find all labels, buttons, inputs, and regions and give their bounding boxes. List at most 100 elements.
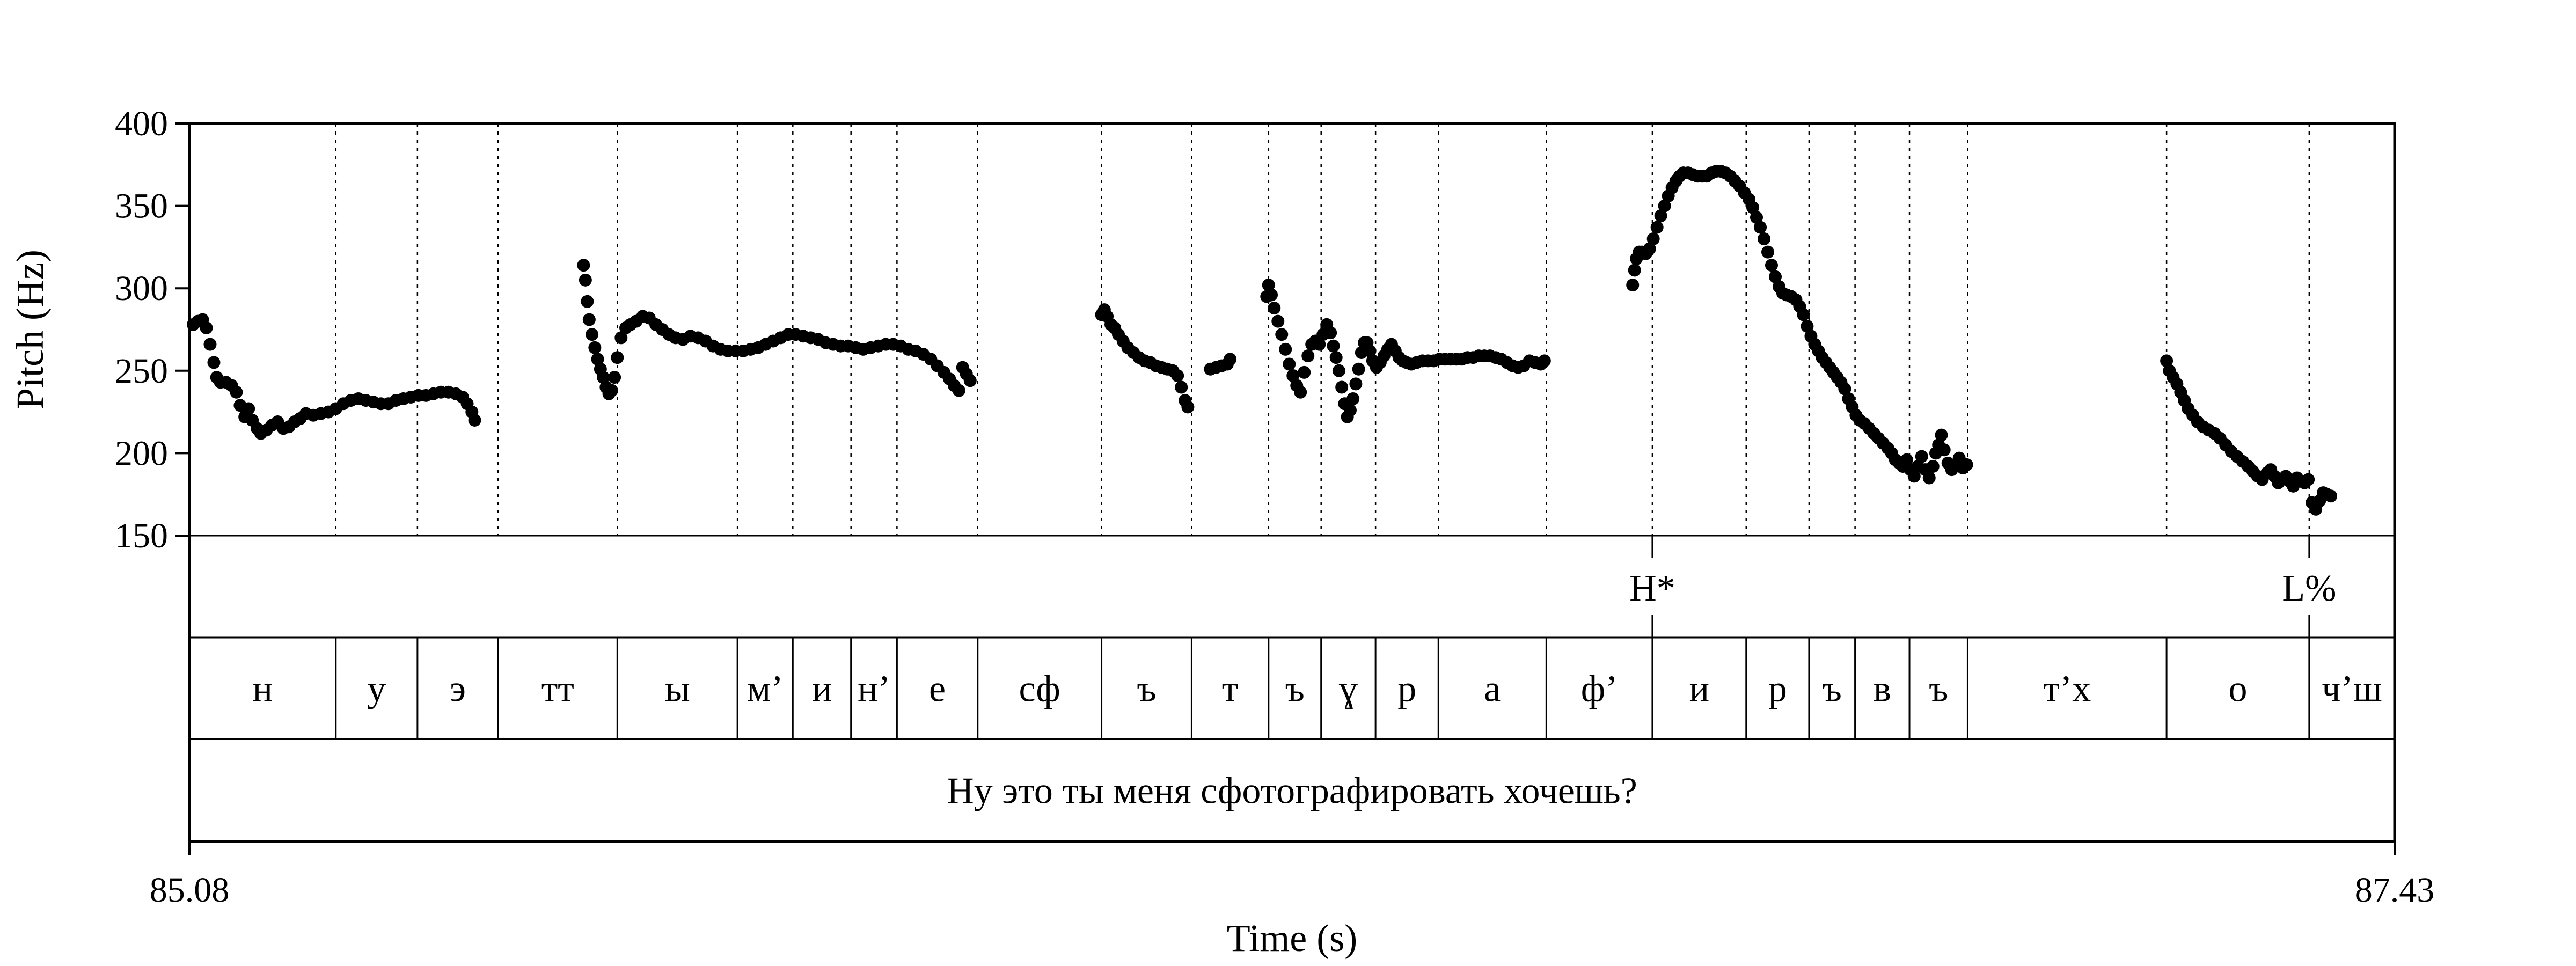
- pitch-point: [1922, 471, 1936, 485]
- segment-label: и: [812, 669, 832, 710]
- pitch-point: [1279, 342, 1292, 356]
- segment-label: ы: [665, 669, 690, 710]
- pitch-point: [1171, 369, 1184, 383]
- pitch-point: [1926, 459, 1940, 473]
- pitch-point: [597, 371, 610, 384]
- segment-label: р: [1768, 669, 1787, 710]
- pitch-point: [1654, 209, 1667, 223]
- pitch-point: [200, 321, 213, 334]
- x-tick-label-end: 87.43: [2355, 870, 2435, 910]
- pitch-point: [1343, 404, 1357, 417]
- pitch-point: [1907, 470, 1921, 483]
- pitch-point: [1538, 354, 1551, 368]
- segment-label: ъ: [1823, 669, 1842, 710]
- pitch-point: [1658, 199, 1671, 213]
- pitch-point: [1349, 377, 1363, 391]
- pitch-point: [1268, 302, 1281, 315]
- figure-frame: [175, 122, 2396, 855]
- pitch-point: [1915, 450, 1928, 463]
- pitch-point: [1301, 349, 1315, 363]
- pitch-point: [1286, 369, 1300, 383]
- segment-label: ъ: [1137, 669, 1156, 710]
- pitch-point: [608, 371, 621, 384]
- pitch-point: [1298, 365, 1311, 379]
- pitch-point: [1265, 288, 1278, 302]
- pitch-point: [1960, 458, 1973, 471]
- pitch-point: [611, 351, 624, 364]
- pitch-point: [582, 313, 596, 326]
- pitch-point: [1900, 453, 1913, 466]
- segment-label: р: [1397, 669, 1416, 710]
- pitch-point: [1935, 428, 1948, 442]
- pitch-point: [963, 374, 977, 387]
- pitch-point: [1628, 264, 1641, 277]
- pitch-point: [207, 356, 221, 369]
- y-axis-title: Pitch (Hz): [9, 250, 52, 409]
- pitch-point: [1271, 314, 1285, 328]
- pitch-point: [581, 295, 594, 308]
- y-tick-label: 300: [115, 269, 168, 308]
- pitch-point: [1758, 232, 1771, 246]
- y-tick-label: 400: [115, 104, 168, 143]
- pitch-point: [586, 328, 599, 341]
- segment-label: и: [1689, 669, 1709, 710]
- pitch-point: [1650, 221, 1664, 234]
- pitch-point: [1746, 201, 1760, 214]
- pitch-point: [1313, 338, 1326, 351]
- pitch-point: [1765, 259, 1778, 272]
- pitch-point: [1768, 270, 1782, 283]
- pitch-point: [1275, 328, 1289, 341]
- pitch-point: [1797, 308, 1810, 321]
- segment-label: т’х: [2043, 669, 2091, 710]
- pitch-point: [1335, 380, 1349, 394]
- y-tick-label: 350: [115, 187, 168, 226]
- pitch-point: [1332, 364, 1345, 377]
- y-tick-label: 150: [115, 516, 168, 555]
- segment-label: ф’: [1581, 669, 1618, 710]
- pitch-point: [577, 259, 590, 272]
- pitch-point: [468, 413, 481, 427]
- pitch-point: [952, 384, 965, 397]
- tone-label: L%: [2282, 568, 2336, 609]
- pitch-point: [2324, 489, 2338, 503]
- y-tick-label: 200: [115, 434, 168, 473]
- pitch-point: [2302, 473, 2315, 486]
- outer-frame: [188, 122, 2396, 843]
- pitch-point: [1352, 362, 1365, 376]
- pitch-point: [1937, 443, 1951, 457]
- x-axis-title: Time (s): [1227, 917, 1357, 960]
- segment-label: тт: [541, 669, 574, 710]
- pitch-point: [614, 331, 628, 345]
- segment-label: м’: [747, 669, 784, 710]
- pitch-point: [1801, 319, 1814, 333]
- pitch-point: [1346, 392, 1360, 406]
- pitch-point: [230, 385, 243, 399]
- pitch-point: [1754, 221, 1767, 234]
- pitch-point: [1761, 245, 1774, 259]
- tone-label: H*: [1629, 568, 1675, 609]
- pitch-point: [1181, 400, 1195, 414]
- pitch-point: [203, 338, 217, 351]
- pitch-point: [1329, 351, 1343, 364]
- pitch-point: [1646, 232, 1660, 246]
- segment-label: н: [253, 669, 273, 710]
- sentence-transcription: Ну это ты меня сфотографировать хочешь?: [947, 771, 1637, 812]
- segment-label: э: [450, 669, 466, 710]
- segment-label: о: [2228, 669, 2247, 710]
- segment-label: в: [1874, 669, 1891, 710]
- pitch-point: [591, 353, 604, 366]
- segment-label: сф: [1019, 669, 1060, 710]
- pitch-point: [1262, 279, 1275, 292]
- pitch-point: [605, 384, 618, 397]
- pitch-point: [2160, 354, 2174, 368]
- pitch-point: [1363, 344, 1377, 357]
- pitch-point: [242, 402, 255, 415]
- x-tick-label-start: 85.08: [150, 870, 230, 910]
- pitch-point: [1626, 279, 1640, 292]
- pitch-point: [1643, 242, 1656, 255]
- pitch-series: [186, 165, 2338, 516]
- segment-label: а: [1484, 669, 1501, 710]
- pitch-point: [1283, 357, 1296, 371]
- segment-label: у: [367, 669, 386, 710]
